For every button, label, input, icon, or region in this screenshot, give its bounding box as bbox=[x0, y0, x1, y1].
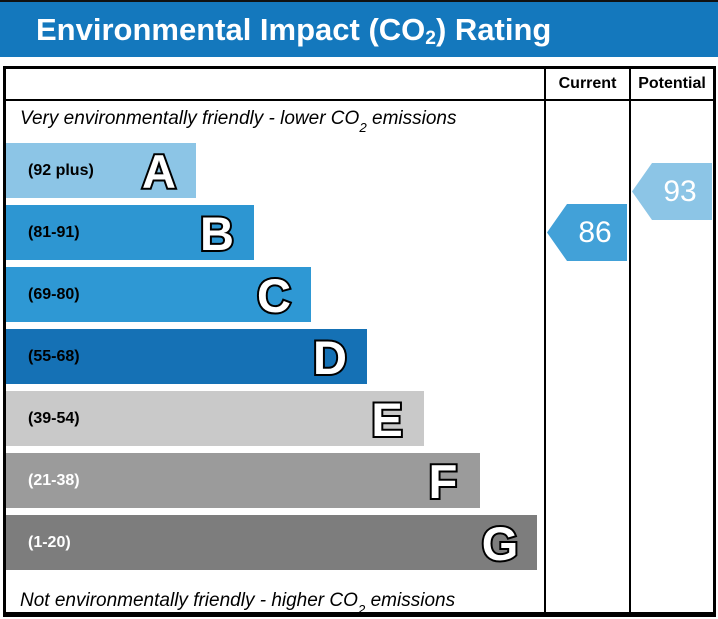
bottom-axis-label: Not environmentally friendly - higher CO… bbox=[20, 590, 456, 612]
rating-band-row-F: (21-38) F bbox=[6, 453, 544, 508]
potential-rating-value: 93 bbox=[663, 174, 697, 208]
rating-band-bar-C: (69-80) C bbox=[6, 267, 311, 322]
svg-text:B: B bbox=[200, 207, 234, 260]
window-top-edge bbox=[0, 0, 718, 2]
band-letter-C: C bbox=[255, 268, 293, 322]
svg-text:F: F bbox=[429, 455, 458, 508]
svg-text:C: C bbox=[257, 269, 291, 322]
rating-bands: (92 plus) A (81-91) B (69-80) C (55-68) D (39-54… bbox=[6, 143, 544, 570]
rating-band-bar-G: (1-20) G bbox=[6, 515, 537, 570]
rating-band-row-D: (55-68) D bbox=[6, 329, 544, 384]
svg-text:A: A bbox=[142, 145, 176, 198]
band-range-label-F: (21-38) bbox=[28, 471, 80, 489]
potential-rating-column: 93 bbox=[629, 101, 713, 612]
band-letter-F: F bbox=[427, 454, 460, 508]
rating-band-bar-D: (55-68) D bbox=[6, 329, 367, 384]
current-rating-column: 86 bbox=[544, 101, 629, 612]
chart-title: Environmental Impact (CO2) Rating bbox=[36, 11, 552, 50]
current-rating-arrow: 86 bbox=[547, 204, 627, 261]
svg-text:D: D bbox=[313, 331, 347, 384]
band-range-label-C: (69-80) bbox=[28, 285, 80, 303]
header-cell-potential: Potential bbox=[629, 69, 713, 101]
svg-text:E: E bbox=[371, 393, 402, 446]
top-axis-label: Very environmentally friendly - lower CO… bbox=[20, 108, 457, 136]
rating-band-row-A: (92 plus) A bbox=[6, 143, 544, 198]
rating-band-row-B: (81-91) B bbox=[6, 205, 544, 260]
rating-band-row-G: (1-20) G bbox=[6, 515, 544, 570]
band-letter-E: E bbox=[369, 392, 404, 446]
header-cell-current: Current bbox=[544, 69, 629, 101]
band-letter-G: G bbox=[480, 516, 521, 570]
band-range-label-A: (92 plus) bbox=[28, 161, 94, 179]
band-letter-B: B bbox=[198, 206, 236, 260]
band-letter-A: A bbox=[140, 144, 178, 198]
chart-title-bar: Environmental Impact (CO2) Rating bbox=[0, 2, 718, 57]
rating-band-bar-A: (92 plus) A bbox=[6, 143, 196, 198]
svg-text:G: G bbox=[482, 517, 519, 570]
band-range-label-E: (39-54) bbox=[28, 409, 80, 427]
band-range-label-B: (81-91) bbox=[28, 223, 80, 241]
rating-band-bar-E: (39-54) E bbox=[6, 391, 424, 446]
rating-table: Current Potential Very environmentally f… bbox=[3, 66, 716, 617]
rating-band-bar-F: (21-38) F bbox=[6, 453, 480, 508]
current-rating-value: 86 bbox=[578, 215, 612, 249]
band-range-label-G: (1-20) bbox=[28, 533, 71, 551]
header-cell-empty bbox=[6, 69, 544, 101]
band-range-label-D: (55-68) bbox=[28, 347, 80, 365]
band-letter-D: D bbox=[311, 330, 349, 384]
bands-column: Very environmentally friendly - lower CO… bbox=[6, 101, 544, 612]
potential-rating-arrow: 93 bbox=[632, 163, 712, 220]
rating-band-row-E: (39-54) E bbox=[6, 391, 544, 446]
rating-band-row-C: (69-80) C bbox=[6, 267, 544, 322]
rating-band-bar-B: (81-91) B bbox=[6, 205, 254, 260]
